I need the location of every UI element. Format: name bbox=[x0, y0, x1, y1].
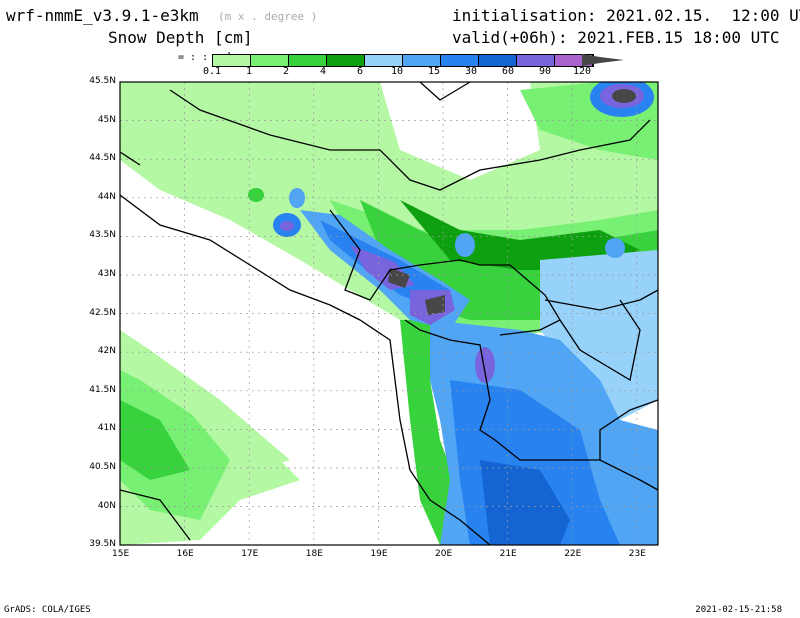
lat-tick-label: 39.5N bbox=[89, 539, 116, 550]
grads-credit: GrADS: COLA/IGES bbox=[4, 605, 91, 615]
unit-note: (m x . degree ) bbox=[218, 10, 318, 23]
colorbar-swatch bbox=[327, 55, 365, 66]
lon-tick-label: 22E bbox=[564, 549, 582, 559]
coastlines-borders bbox=[119, 81, 659, 546]
snow-field bbox=[120, 82, 658, 545]
colorbar-overflow-arrow bbox=[582, 54, 624, 66]
model-title: wrf-nmmE_v3.9.1-e3km bbox=[6, 6, 199, 25]
lat-tick-label: 40.5N bbox=[89, 462, 116, 472]
lon-tick-label: 23E bbox=[628, 549, 646, 559]
colorbar bbox=[212, 54, 594, 67]
lon-tick-label: 18E bbox=[305, 549, 323, 559]
colorbar-label: 60 bbox=[501, 66, 515, 77]
initialisation-time: initialisation: 2021.02.15. 12:00 UTC bbox=[452, 6, 800, 25]
colorbar-label: 1 bbox=[245, 66, 253, 77]
colorbar-swatch bbox=[517, 55, 555, 66]
lat-tick-label: 44.5N bbox=[89, 153, 116, 164]
lon-tick-label: 15E bbox=[112, 549, 130, 559]
colorbar-label: 120 bbox=[572, 66, 592, 77]
lat-tick-label: 41N bbox=[97, 423, 116, 434]
valid-time: valid(+06h): 2021.FEB.15 18:00 UTC bbox=[452, 28, 780, 47]
colorbar-swatch bbox=[289, 55, 327, 66]
colorbar-swatch bbox=[213, 55, 251, 66]
colorbar-swatch bbox=[441, 55, 479, 66]
lat-tick-label: 42.5N bbox=[89, 307, 116, 318]
colorbar-swatch bbox=[251, 55, 289, 66]
lat-tick-label: 45N bbox=[97, 114, 116, 125]
lat-tick-label: 43N bbox=[97, 269, 116, 279]
colorbar-label: 90 bbox=[538, 66, 552, 77]
lat-tick-label: 42N bbox=[97, 346, 116, 357]
colorbar-label: 15 bbox=[427, 66, 441, 77]
colorbar-label: 0.1 bbox=[202, 66, 222, 77]
graticule bbox=[120, 82, 658, 545]
lat-tick-label: 45.5N bbox=[89, 76, 116, 86]
lat-tick-label: 40N bbox=[97, 500, 116, 511]
map-frame bbox=[119, 81, 659, 546]
lon-tick-label: 21E bbox=[499, 549, 517, 559]
lat-tick-label: 44N bbox=[97, 191, 116, 202]
lon-tick-label: 17E bbox=[241, 549, 259, 559]
lon-tick-label: 19E bbox=[370, 549, 388, 559]
lon-tick-label: 16E bbox=[176, 549, 194, 559]
lat-tick-label: 43.5N bbox=[89, 230, 116, 241]
colorbar-label: 30 bbox=[464, 66, 478, 77]
colorbar-label: 2 bbox=[282, 66, 290, 77]
colorbar-label: 4 bbox=[319, 66, 327, 77]
variable-title: Snow Depth [cm] bbox=[108, 28, 253, 47]
lat-tick-label: 41.5N bbox=[89, 384, 116, 395]
colorbar-label: 6 bbox=[356, 66, 364, 77]
lon-tick-label: 20E bbox=[435, 549, 453, 559]
colorbar-swatch bbox=[403, 55, 441, 66]
render-timestamp: 2021-02-15-21:58 bbox=[695, 605, 782, 615]
colorbar-label: 10 bbox=[390, 66, 404, 77]
colorbar-swatch bbox=[365, 55, 403, 66]
colorbar-swatch bbox=[479, 55, 517, 66]
